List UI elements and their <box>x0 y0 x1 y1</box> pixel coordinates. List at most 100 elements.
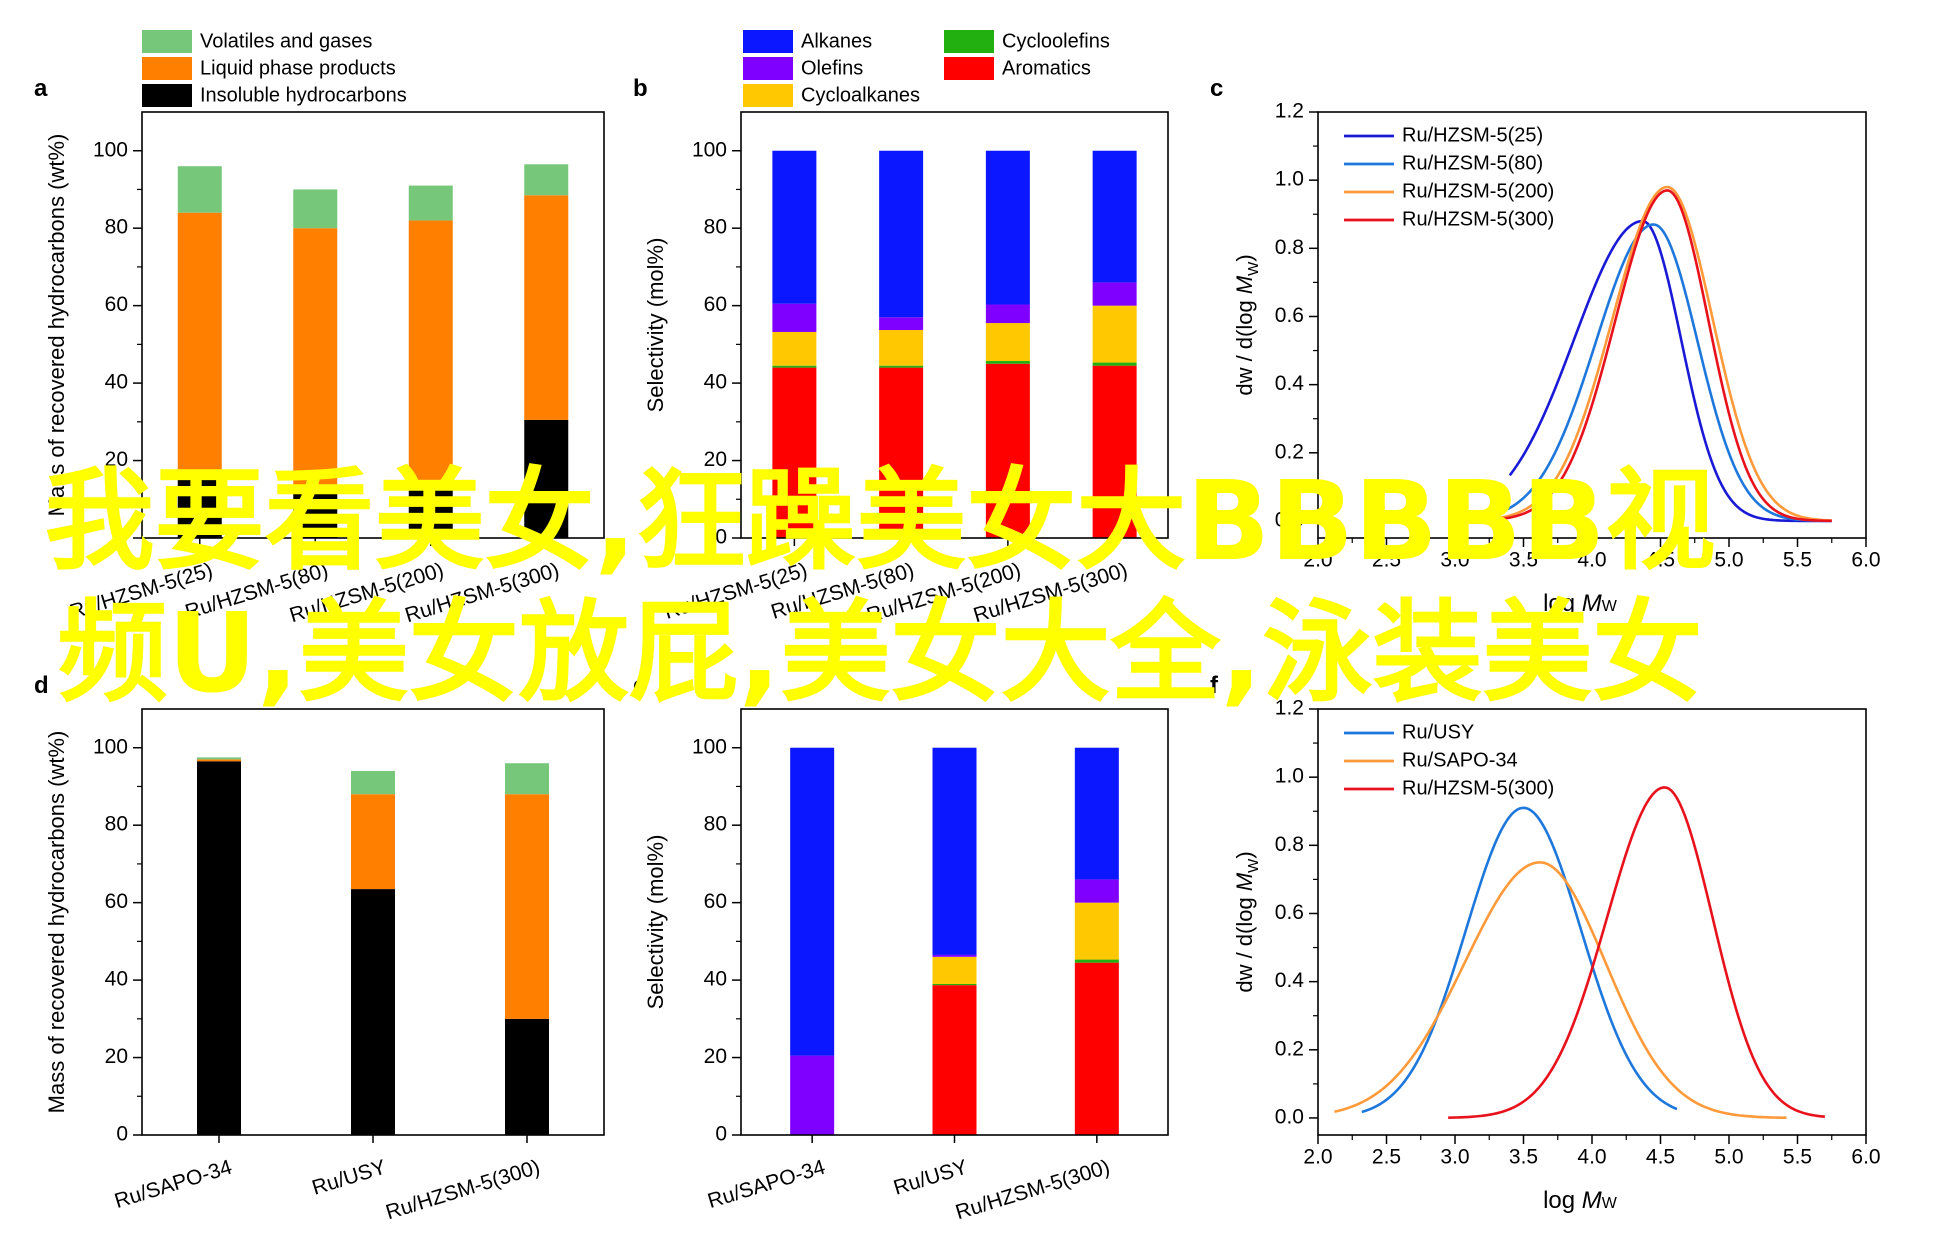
y-tick-label: 80 <box>704 813 727 836</box>
bar-segment-aromatics <box>932 985 977 1135</box>
y-tick-label: 40 <box>704 968 727 991</box>
y-tick-label: 1.2 <box>1275 100 1304 123</box>
y-tick-label: 60 <box>704 890 727 913</box>
x-tick-label: Ru/HZSM-5(300) <box>953 1156 1113 1225</box>
legend-label: Olefins <box>801 57 863 79</box>
y-tick-label: 0 <box>715 1123 727 1146</box>
legend-label: Ru/HZSM-5(300) <box>1402 208 1554 230</box>
legend-swatch-olefins <box>743 57 793 80</box>
bar-segment-olefins <box>1092 282 1137 306</box>
plot-frame <box>1317 111 1867 539</box>
panel-b: 020406080100Ru/HZSM-5(25)Ru/HZSM-5(80)Ru… <box>633 75 1169 627</box>
y-tick-label: 1.0 <box>1275 168 1304 191</box>
y-tick-label: 20 <box>105 448 128 471</box>
x-tick-label: Ru/SAPO-34 <box>112 1155 235 1213</box>
bar-segment-liquid <box>505 794 549 1019</box>
panel-f: 0.0 0.2 0.4 0.6 0.8 1.0 1.2 2.0 2.5 3.0 3.5 4.0 4.5 5… <box>1210 672 1881 1214</box>
bar-segment-liquid <box>351 794 395 890</box>
x-tick-label: Ru/HZSM-5(300) <box>383 1156 543 1225</box>
bar-segment-olefins <box>985 304 1030 324</box>
y-axis-label: dw / d(log MW) <box>1232 254 1262 395</box>
legend-label: Volatiles and gases <box>200 30 372 52</box>
bar-segment-cycloolefins <box>932 983 977 986</box>
bar-segment-aromatics <box>1074 962 1119 1135</box>
y-axis-label: Selectivity (mol%) <box>643 238 668 413</box>
panel-d: 0 20 40 60 80 100 Ru/SAPO-34 Ru/USYRu/HZSM-5(30… <box>34 672 605 1225</box>
legend-swatch-alkanes <box>743 30 793 53</box>
bar-segment-liquid <box>293 228 338 492</box>
x-tick-label: Ru/SAPO-34 <box>705 1155 828 1213</box>
panel-letter: e <box>633 672 646 699</box>
y-tick-label: 100 <box>93 735 128 758</box>
y-tick-label: 0 <box>116 1123 128 1146</box>
x-tick-label: 5.0 <box>1714 548 1743 571</box>
y-tick-label: 0.2 <box>1275 1037 1304 1060</box>
y-tick-label: 0.8 <box>1275 833 1304 856</box>
legend-panel-b: Alkanes Cycloolefins Olefins Aromatics Cyclo… <box>743 30 1110 107</box>
legend-label: Ru/SAPO-34 <box>1402 749 1518 771</box>
y-tick-label: 60 <box>105 293 128 316</box>
y-tick-label: 60 <box>105 890 128 913</box>
y-axis-label: Selectivity (mol%) <box>643 835 668 1010</box>
y-tick-label: 20 <box>704 448 727 471</box>
bar-segment-insoluble <box>524 419 569 538</box>
bar-segment-cycloalkanes <box>1092 305 1137 363</box>
panel-letter: f <box>1210 672 1219 699</box>
y-tick-label: 0.8 <box>1275 236 1304 259</box>
x-tick-label: 6.0 <box>1851 548 1880 571</box>
x-tick-label: 3.5 <box>1509 1145 1538 1168</box>
bar-segment-insoluble <box>408 479 453 538</box>
x-tick-label: 4.0 <box>1577 1145 1606 1168</box>
bar-segment-cycloolefins <box>1092 362 1137 366</box>
bar-segment-volatiles <box>524 164 569 196</box>
legend-label: Ru/HZSM-5(25) <box>1402 124 1543 146</box>
bar-segment-aromatics <box>1092 365 1137 538</box>
plot-frame <box>141 708 605 1136</box>
bar-segment-alkanes <box>772 150 817 304</box>
x-tick-label: 5.0 <box>1714 1145 1743 1168</box>
x-tick-label: 2.0 <box>1303 548 1332 571</box>
y-tick-label: 100 <box>692 735 727 758</box>
plot-frame <box>740 111 1169 539</box>
y-tick-label: 20 <box>105 1045 128 1068</box>
bar-segment-volatiles <box>293 189 338 229</box>
legend-label: Ru/HZSM-5(200) <box>1402 180 1554 202</box>
x-tick-label: 2.5 <box>1372 1145 1401 1168</box>
bar-segment-cycloalkanes <box>1074 902 1119 960</box>
bar-segment-volatiles <box>505 763 549 795</box>
legend-swatch-volatiles <box>142 30 192 53</box>
bar-segment-insoluble <box>351 889 395 1135</box>
bar-segment-cycloalkanes <box>932 956 977 984</box>
y-tick-label: 60 <box>704 293 727 316</box>
series-line-ru200 <box>1495 185 1832 522</box>
bar-segment-insoluble <box>197 761 241 1135</box>
x-tick-label: 5.5 <box>1783 548 1812 571</box>
bar-segment-liquid <box>177 212 222 477</box>
bar-segment-alkanes <box>1092 150 1137 283</box>
x-tick-label: Ru/USY <box>309 1156 388 1200</box>
series-line-ru300 <box>1495 189 1832 523</box>
bar-segment-cycloolefins <box>772 365 817 368</box>
y-tick-label: 0.6 <box>1275 304 1304 327</box>
bar-segment-liquid <box>524 195 569 420</box>
bar-segment-alkanes <box>879 150 924 318</box>
legend-label: Cycloalkanes <box>801 84 920 106</box>
bar-segment-cycloalkanes <box>772 331 817 366</box>
panel-letter: a <box>34 75 48 102</box>
x-axis-label: log MW <box>1543 590 1618 617</box>
plot-frame <box>1317 708 1867 1136</box>
y-tick-label: 40 <box>105 371 128 394</box>
series-line-sapo <box>1334 861 1787 1120</box>
legend-label: Ru/HZSM-5(80) <box>1402 152 1543 174</box>
legend-label: Aromatics <box>1002 57 1091 79</box>
y-tick-label: 1.2 <box>1275 697 1304 720</box>
legend-swatch-insoluble <box>142 84 192 107</box>
panel-c: 0.0 0.2 0.4 0.6 0.8 1.0 1.2 2.0 2.5 3.0 3.5 4.0 4.5 5… <box>1210 75 1881 617</box>
y-tick-label: 80 <box>105 813 128 836</box>
panel-a: 020406080100Ru/HZSM-5(25)Ru/HZSM-5(80)Ru… <box>34 75 605 627</box>
bar-segment-insoluble <box>177 476 222 538</box>
legend-panel-a: Volatiles and gases Liquid phase products… <box>142 30 407 107</box>
legend-swatch-cycloalkanes <box>743 84 793 107</box>
bar-segment-cycloolefins <box>985 361 1030 364</box>
bar-segment-alkanes <box>932 747 977 955</box>
